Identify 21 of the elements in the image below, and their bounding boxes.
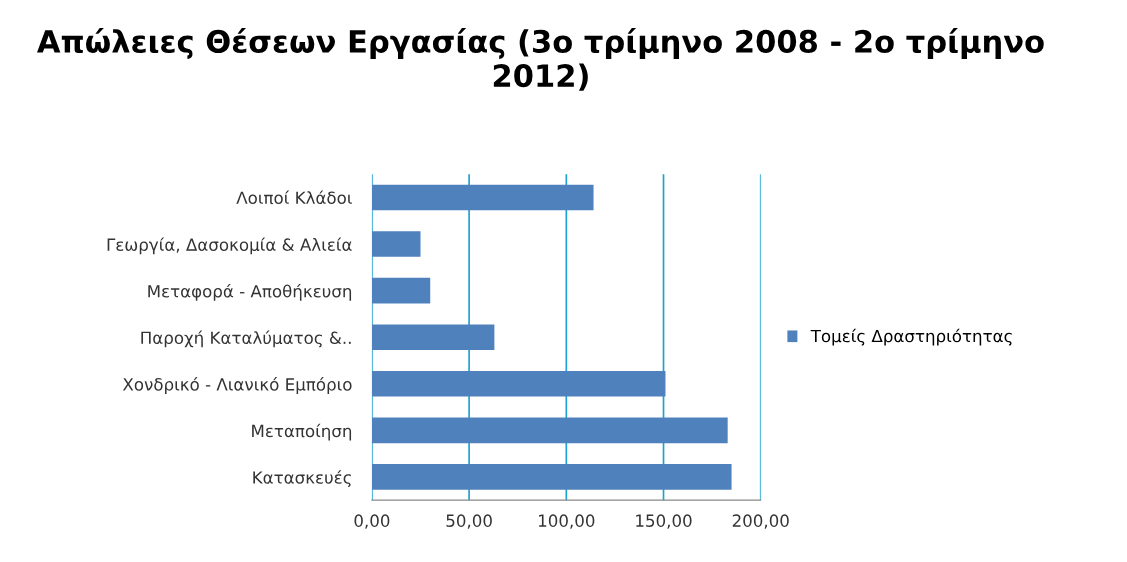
- x-tick-label: 0,00: [354, 514, 390, 529]
- y-tick-label: Κατασκευές: [253, 470, 351, 488]
- y-tick-label: Γεωργία, Δασοκομία & Αλιεία: [107, 237, 352, 255]
- y-tick-label: Μεταφορά - Αποθήκευση: [148, 283, 352, 301]
- x-tick-label: 50,00: [446, 514, 492, 529]
- y-tick-label: Χονδρικό - Λιανικό Εμπόριο: [122, 377, 352, 394]
- bar: [371, 464, 732, 490]
- bar: [371, 184, 594, 211]
- bar: [371, 324, 495, 351]
- x-tick-label: 200,00: [732, 514, 789, 529]
- bar: [371, 231, 421, 257]
- y-tick-label: Λοιποί Κλάδοι: [236, 190, 352, 205]
- y-tick-label: Παροχή Καταλύματος &..: [141, 330, 351, 348]
- bar: [371, 417, 728, 444]
- y-tick-label: Μεταποίηση: [252, 423, 352, 441]
- bar: [371, 370, 666, 397]
- legend-label: Τομείς Δραστηριότητας: [810, 328, 1012, 346]
- x-tick-label: 100,00: [538, 514, 595, 529]
- chart-title: Απώλειες Θέσεων Εργασίας (3ο τρίμηνο 2008 - 2ο τρίμηνο 2012): [37, 28, 1044, 91]
- x-tick-label: 150,00: [636, 514, 692, 529]
- bar: [371, 277, 431, 304]
